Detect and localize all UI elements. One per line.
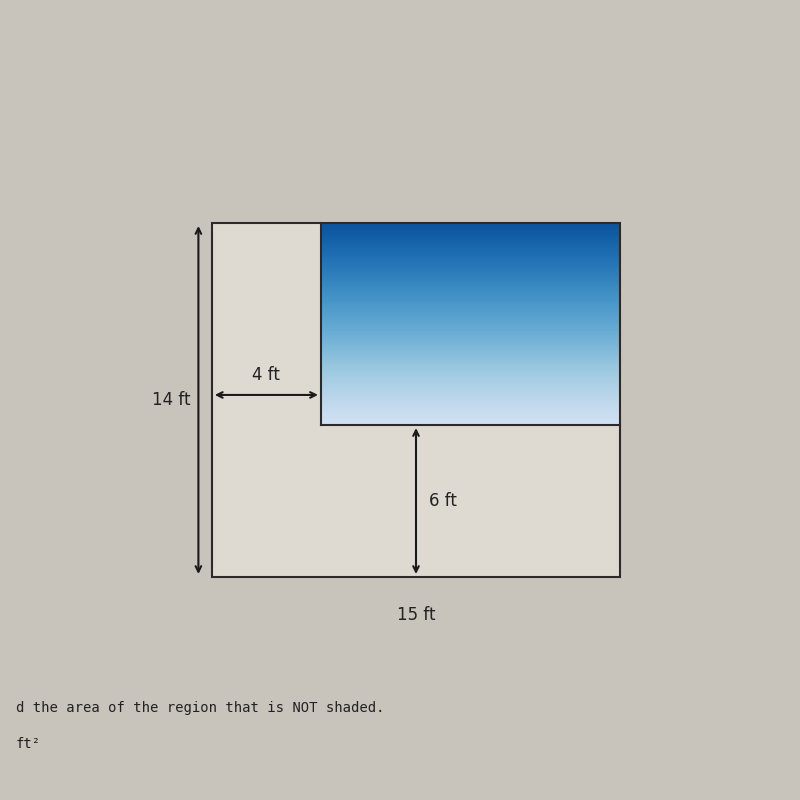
Text: 4 ft: 4 ft (253, 366, 280, 384)
Bar (212, 223, 620, 577)
Text: d the area of the region that is NOT shaded.: d the area of the region that is NOT sha… (16, 701, 385, 715)
Text: 14 ft: 14 ft (152, 391, 190, 409)
Text: 15 ft: 15 ft (397, 606, 435, 624)
Text: 6 ft: 6 ft (430, 492, 457, 510)
Bar (212, 223, 620, 577)
Text: ft²: ft² (16, 737, 41, 751)
Bar (321, 223, 620, 426)
